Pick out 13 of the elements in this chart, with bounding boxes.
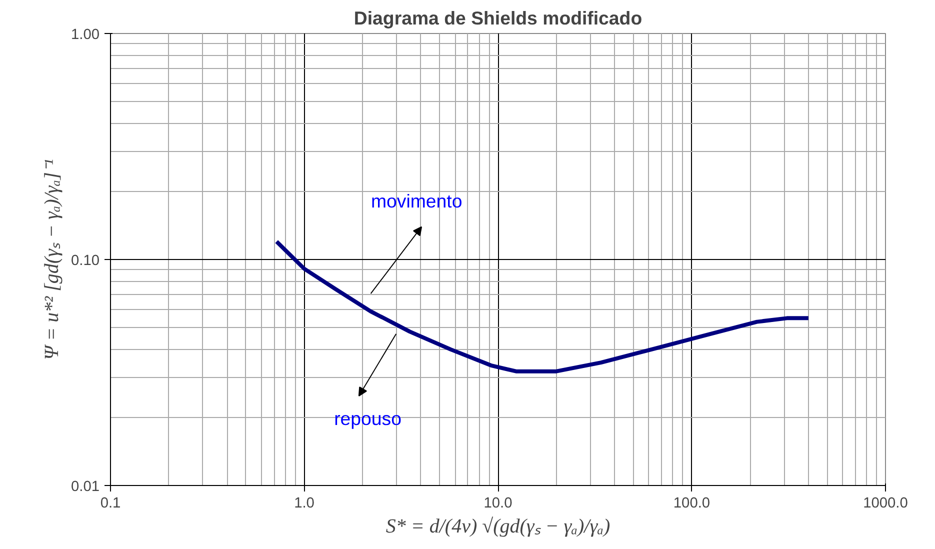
x-tick-label: 1000.0 xyxy=(863,496,908,512)
y-axis-title: Ψ = u*² [gd(γₛ − γₐ)/γₐ]⁻¹ xyxy=(40,159,63,360)
chart-title: Diagrama de Shields modificado xyxy=(354,8,642,28)
x-tick-label: 1.0 xyxy=(294,496,314,512)
annotation: repouso xyxy=(334,408,402,430)
annotation: movimento xyxy=(371,190,462,212)
y-tick-label: 0.01 xyxy=(70,479,100,495)
x-axis-title: S* = d/(4ν) √(gd(γₛ − γₐ)/γₐ) xyxy=(386,516,610,538)
x-tick-label: 100.0 xyxy=(673,496,710,512)
y-tick-label: 1.00 xyxy=(70,27,100,43)
x-tick-label: 0.1 xyxy=(100,496,121,512)
y-tick-label: 0.10 xyxy=(70,253,100,269)
x-tick-label: 10.0 xyxy=(484,496,512,512)
